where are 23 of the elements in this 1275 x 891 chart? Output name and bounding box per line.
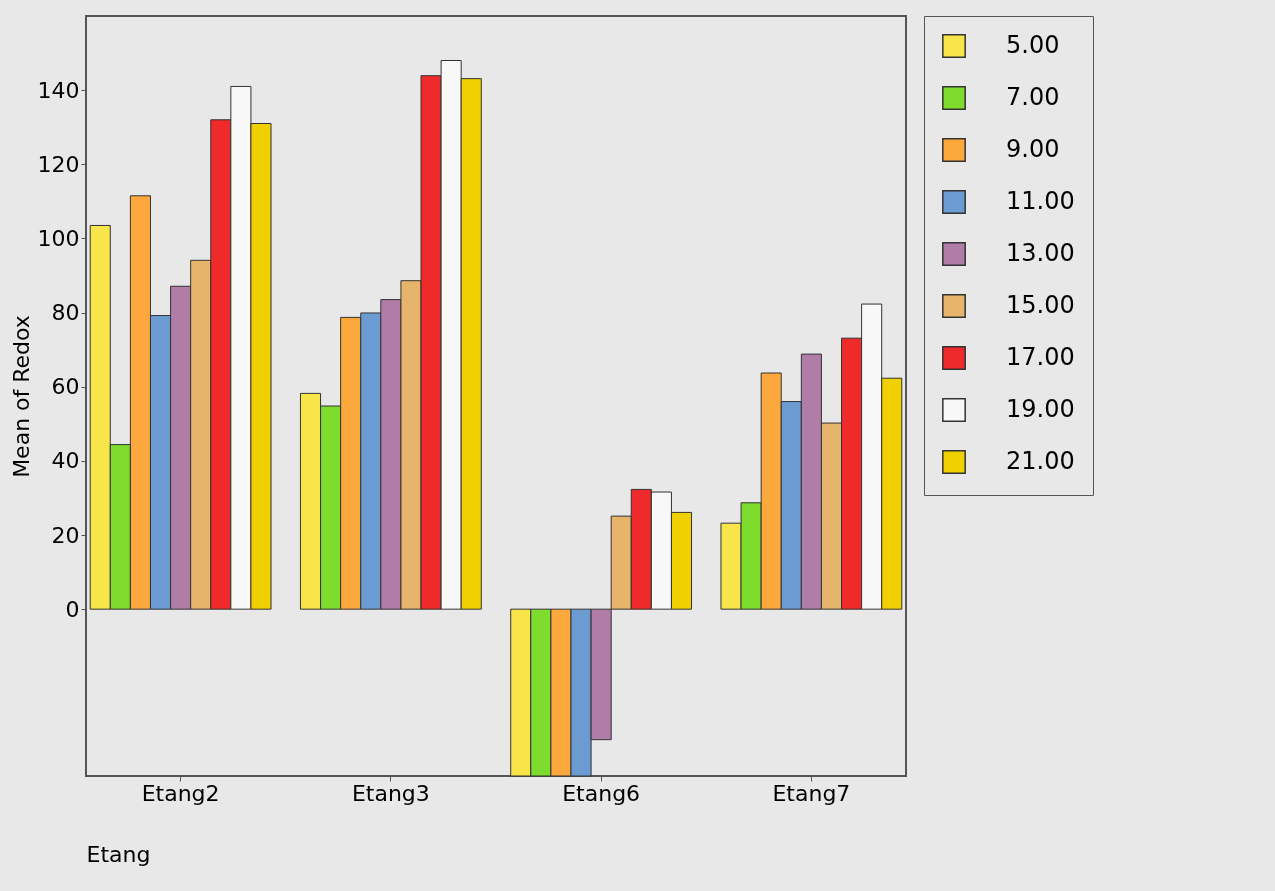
y-tick-label: 40 (51, 448, 80, 474)
x-tick-label: Etang2 (141, 780, 220, 806)
y-tick-label: 80 (51, 300, 80, 326)
legend-label: 9.00 (1006, 135, 1060, 163)
y-tick-label: 60 (51, 374, 80, 400)
legend-label: 13.00 (1006, 239, 1075, 267)
x-tick-label: Etang6 (562, 780, 641, 806)
x-tick-label: Etang7 (772, 780, 851, 806)
legend-label: 7.00 (1006, 83, 1060, 111)
x-tick-label: Etang3 (351, 780, 430, 806)
y-tick-label: 0 (65, 596, 80, 622)
y-tick-label: 20 (51, 522, 80, 548)
x-axis-title: Etang (86, 841, 151, 867)
y-axis-title: Mean of Redox (8, 315, 34, 478)
legend-label: 21.00 (1006, 447, 1075, 475)
legend-label: 19.00 (1006, 395, 1075, 423)
y-tick-label: 120 (37, 151, 80, 177)
legend-label: 11.00 (1006, 187, 1075, 215)
y-tick-label: 100 (37, 225, 80, 251)
legend-label: 17.00 (1006, 343, 1075, 371)
y-tick-label: 140 (37, 77, 80, 103)
legend-label: 15.00 (1006, 291, 1075, 319)
legend-label: 5.00 (1006, 31, 1060, 59)
